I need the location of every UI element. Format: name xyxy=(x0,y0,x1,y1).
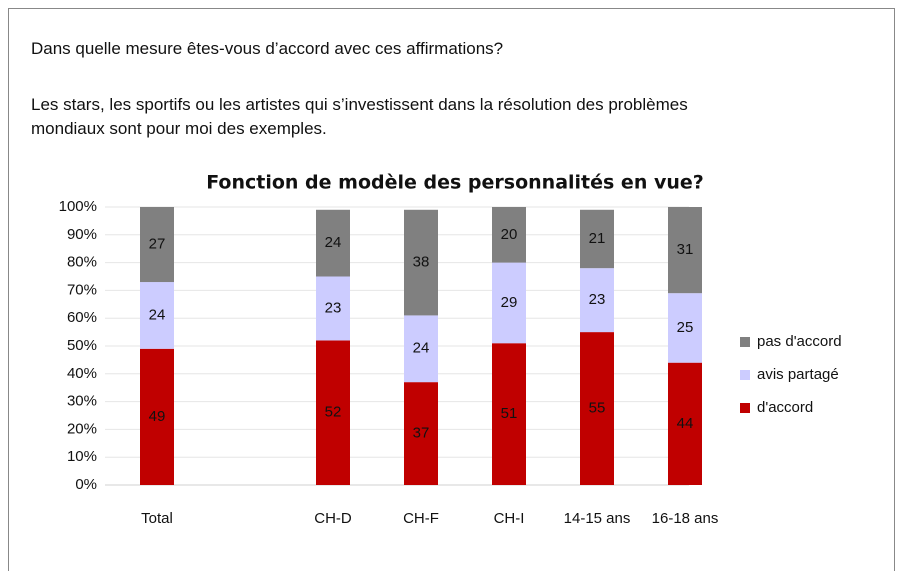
bar-segment xyxy=(492,207,526,263)
data-label: 37 xyxy=(413,425,430,442)
x-tick-label: 14-15 ans xyxy=(564,510,631,527)
x-tick-label: CH-D xyxy=(314,510,352,527)
bar-segment xyxy=(668,362,702,485)
legend-label: d'accord xyxy=(757,399,813,416)
data-label: 23 xyxy=(589,291,606,308)
bar-segment xyxy=(140,348,174,485)
y-tick-label: 80% xyxy=(67,254,97,271)
statement-line: mondiaux sont pour moi des exemples. xyxy=(31,119,327,138)
legend-swatch xyxy=(740,403,750,413)
bar-segment xyxy=(492,262,526,344)
data-label: 31 xyxy=(677,241,694,258)
chart-title: Fonction de modèle des personnalités en … xyxy=(206,172,704,194)
bar-segment xyxy=(580,209,614,269)
data-label: 21 xyxy=(589,230,606,247)
bar-segment xyxy=(316,209,350,277)
bar-segment xyxy=(580,268,614,333)
bar-segment xyxy=(668,207,702,294)
statement-line: Les stars, les sportifs ou les artistes … xyxy=(31,95,688,114)
y-tick-label: 0% xyxy=(75,476,97,493)
data-label: 44 xyxy=(677,415,694,432)
bar-segment xyxy=(316,276,350,341)
data-label: 25 xyxy=(677,319,694,336)
y-tick-label: 10% xyxy=(67,448,97,465)
question: Dans quelle mesure êtes-vous d’accord av… xyxy=(31,39,503,58)
bar-segment xyxy=(140,282,174,349)
x-tick-label: CH-F xyxy=(403,510,439,527)
bar-segment xyxy=(140,207,174,283)
data-label: 55 xyxy=(589,400,606,417)
x-tick-label: Total xyxy=(141,510,173,527)
data-label: 24 xyxy=(413,340,430,357)
y-tick-label: 50% xyxy=(67,337,97,354)
data-label: 38 xyxy=(413,254,430,271)
bar-segment xyxy=(404,209,438,316)
data-label: 20 xyxy=(501,226,518,243)
bar-segment xyxy=(404,382,438,485)
data-label: 24 xyxy=(325,234,342,251)
data-label: 29 xyxy=(501,294,518,311)
y-tick-label: 100% xyxy=(59,198,97,215)
y-tick-label: 30% xyxy=(67,393,97,410)
bar-segment xyxy=(316,340,350,485)
x-tick-label: 16-18 ans xyxy=(652,510,719,527)
y-tick-label: 40% xyxy=(67,365,97,382)
bar-segment xyxy=(668,293,702,363)
data-label: 51 xyxy=(501,405,518,422)
y-tick-label: 60% xyxy=(67,309,97,326)
bar-segment xyxy=(404,315,438,383)
y-tick-label: 70% xyxy=(67,281,97,298)
x-tick-label: CH-I xyxy=(494,510,525,527)
legend-label: pas d'accord xyxy=(757,333,842,350)
legend-swatch xyxy=(740,337,750,347)
bar-segment xyxy=(580,332,614,485)
y-tick-label: 90% xyxy=(67,226,97,243)
data-label: 27 xyxy=(149,235,166,252)
data-label: 52 xyxy=(325,404,342,421)
y-tick-label: 20% xyxy=(67,420,97,437)
data-label: 49 xyxy=(149,408,166,425)
data-label: 23 xyxy=(325,299,342,316)
legend-swatch xyxy=(740,370,750,380)
data-label: 24 xyxy=(149,306,166,323)
bar-segment xyxy=(492,343,526,485)
legend-label: avis partagé xyxy=(757,366,839,383)
